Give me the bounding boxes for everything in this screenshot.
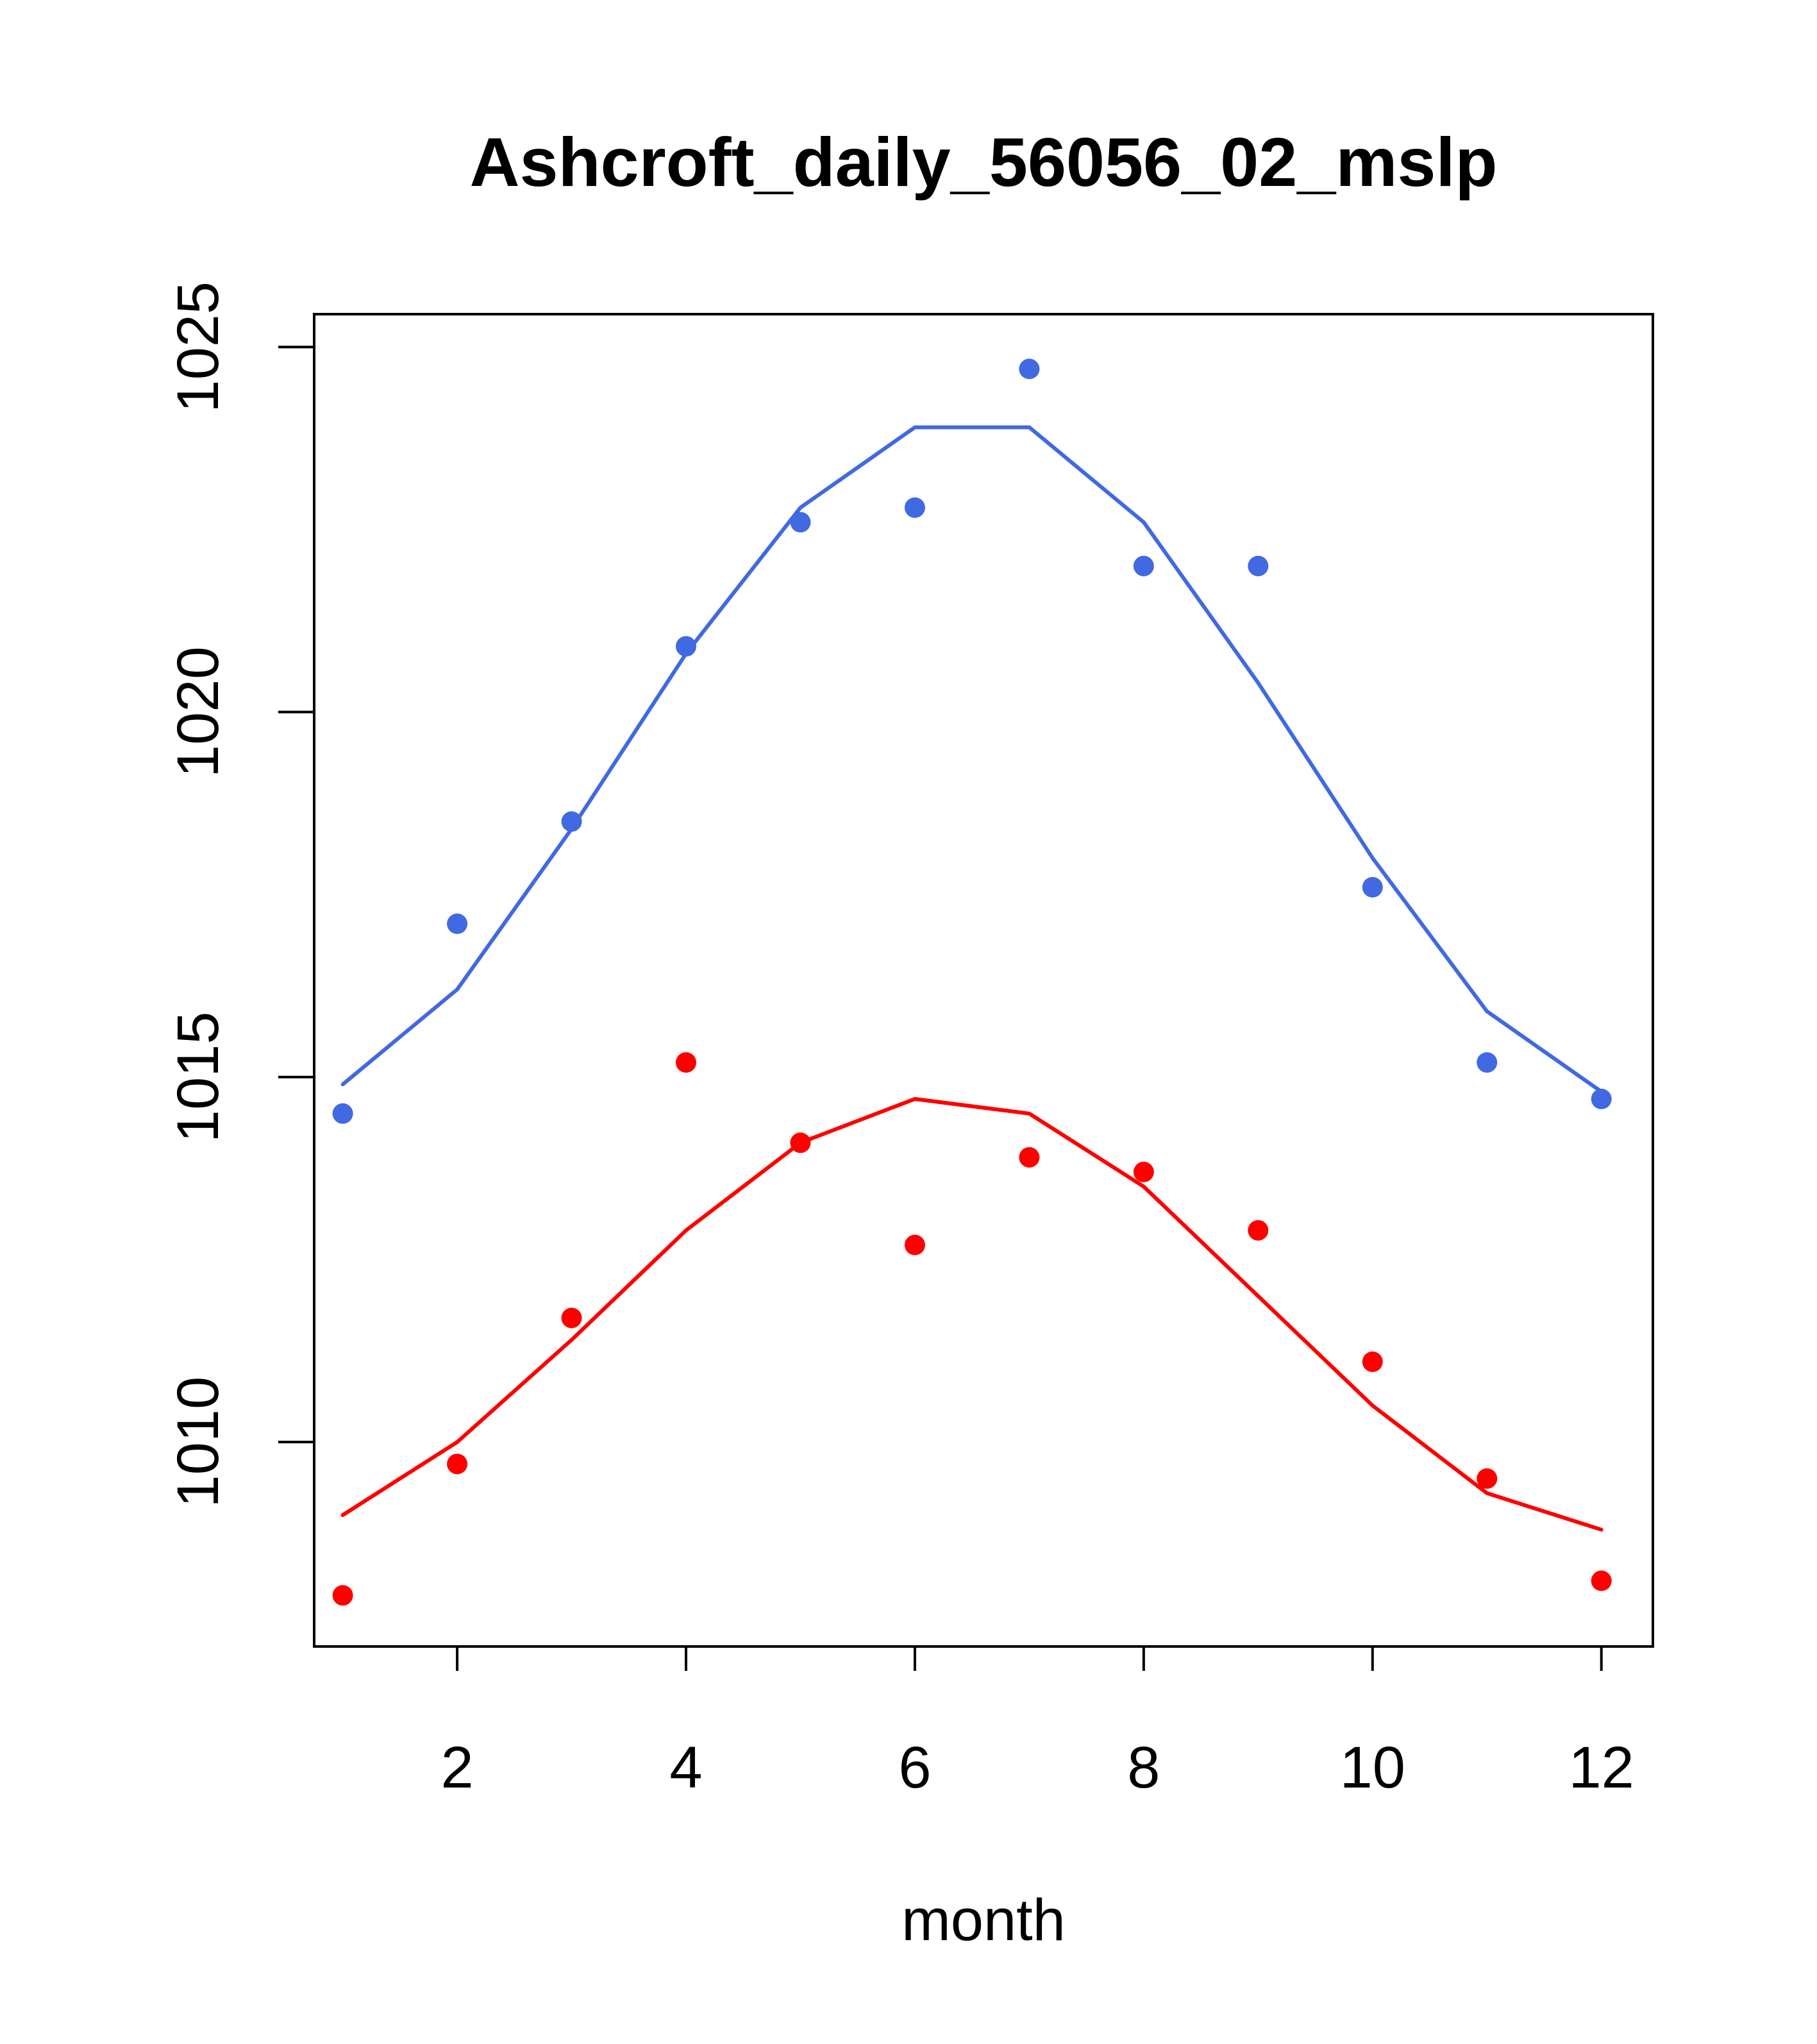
series-2-point	[1133, 1161, 1154, 1182]
series-1-point	[447, 913, 468, 934]
x-tick-label: 10	[1340, 1735, 1405, 1800]
x-axis: 2 4 6 8 10 12	[440, 1646, 1634, 1800]
x-tick-label: 12	[1569, 1735, 1634, 1800]
series-2-point	[332, 1585, 353, 1606]
series-2-fit-line	[340, 1097, 1603, 1532]
series-2-point	[1591, 1570, 1612, 1591]
chart-title: Ashcroft_daily_56056_02_mslp	[470, 123, 1498, 201]
y-tick-label: 1015	[165, 1012, 231, 1143]
series-1-point	[1133, 555, 1154, 576]
series-1-point	[1362, 876, 1383, 898]
series-2-point	[447, 1453, 468, 1475]
y-tick-label: 1020	[165, 646, 231, 778]
series-2-point	[790, 1132, 811, 1153]
series-1-point	[1477, 1052, 1498, 1073]
series-1-fit-line	[340, 425, 1603, 1094]
series-1-point	[332, 1103, 353, 1124]
series-2-point	[676, 1052, 696, 1073]
series-1-point	[676, 636, 696, 657]
series-1-point	[1591, 1089, 1612, 1110]
x-tick-label: 8	[1127, 1735, 1160, 1800]
series-2-point	[1019, 1147, 1040, 1168]
series-1-point	[904, 497, 925, 518]
series-1-point	[561, 811, 582, 832]
series-1-point	[1019, 358, 1040, 380]
series-2-point	[561, 1307, 582, 1328]
series-layer	[332, 358, 1612, 1606]
x-tick-label: 2	[440, 1735, 473, 1800]
series-2-point	[904, 1234, 925, 1255]
y-axis: 1010 1015 1020 1025	[165, 281, 314, 1508]
y-tick-label: 1025	[165, 281, 231, 413]
x-tick-label: 6	[898, 1735, 931, 1800]
x-tick-label: 4	[669, 1735, 702, 1800]
x-axis-label: month	[901, 1888, 1066, 1953]
series-2-point	[1362, 1351, 1383, 1372]
plot-area-frame	[313, 313, 1654, 1648]
series-2-point	[1477, 1468, 1498, 1489]
y-tick-label: 1010	[165, 1377, 231, 1508]
series-1-point	[1248, 555, 1269, 576]
series-1-point	[790, 512, 811, 533]
series-2-point	[1248, 1219, 1269, 1241]
